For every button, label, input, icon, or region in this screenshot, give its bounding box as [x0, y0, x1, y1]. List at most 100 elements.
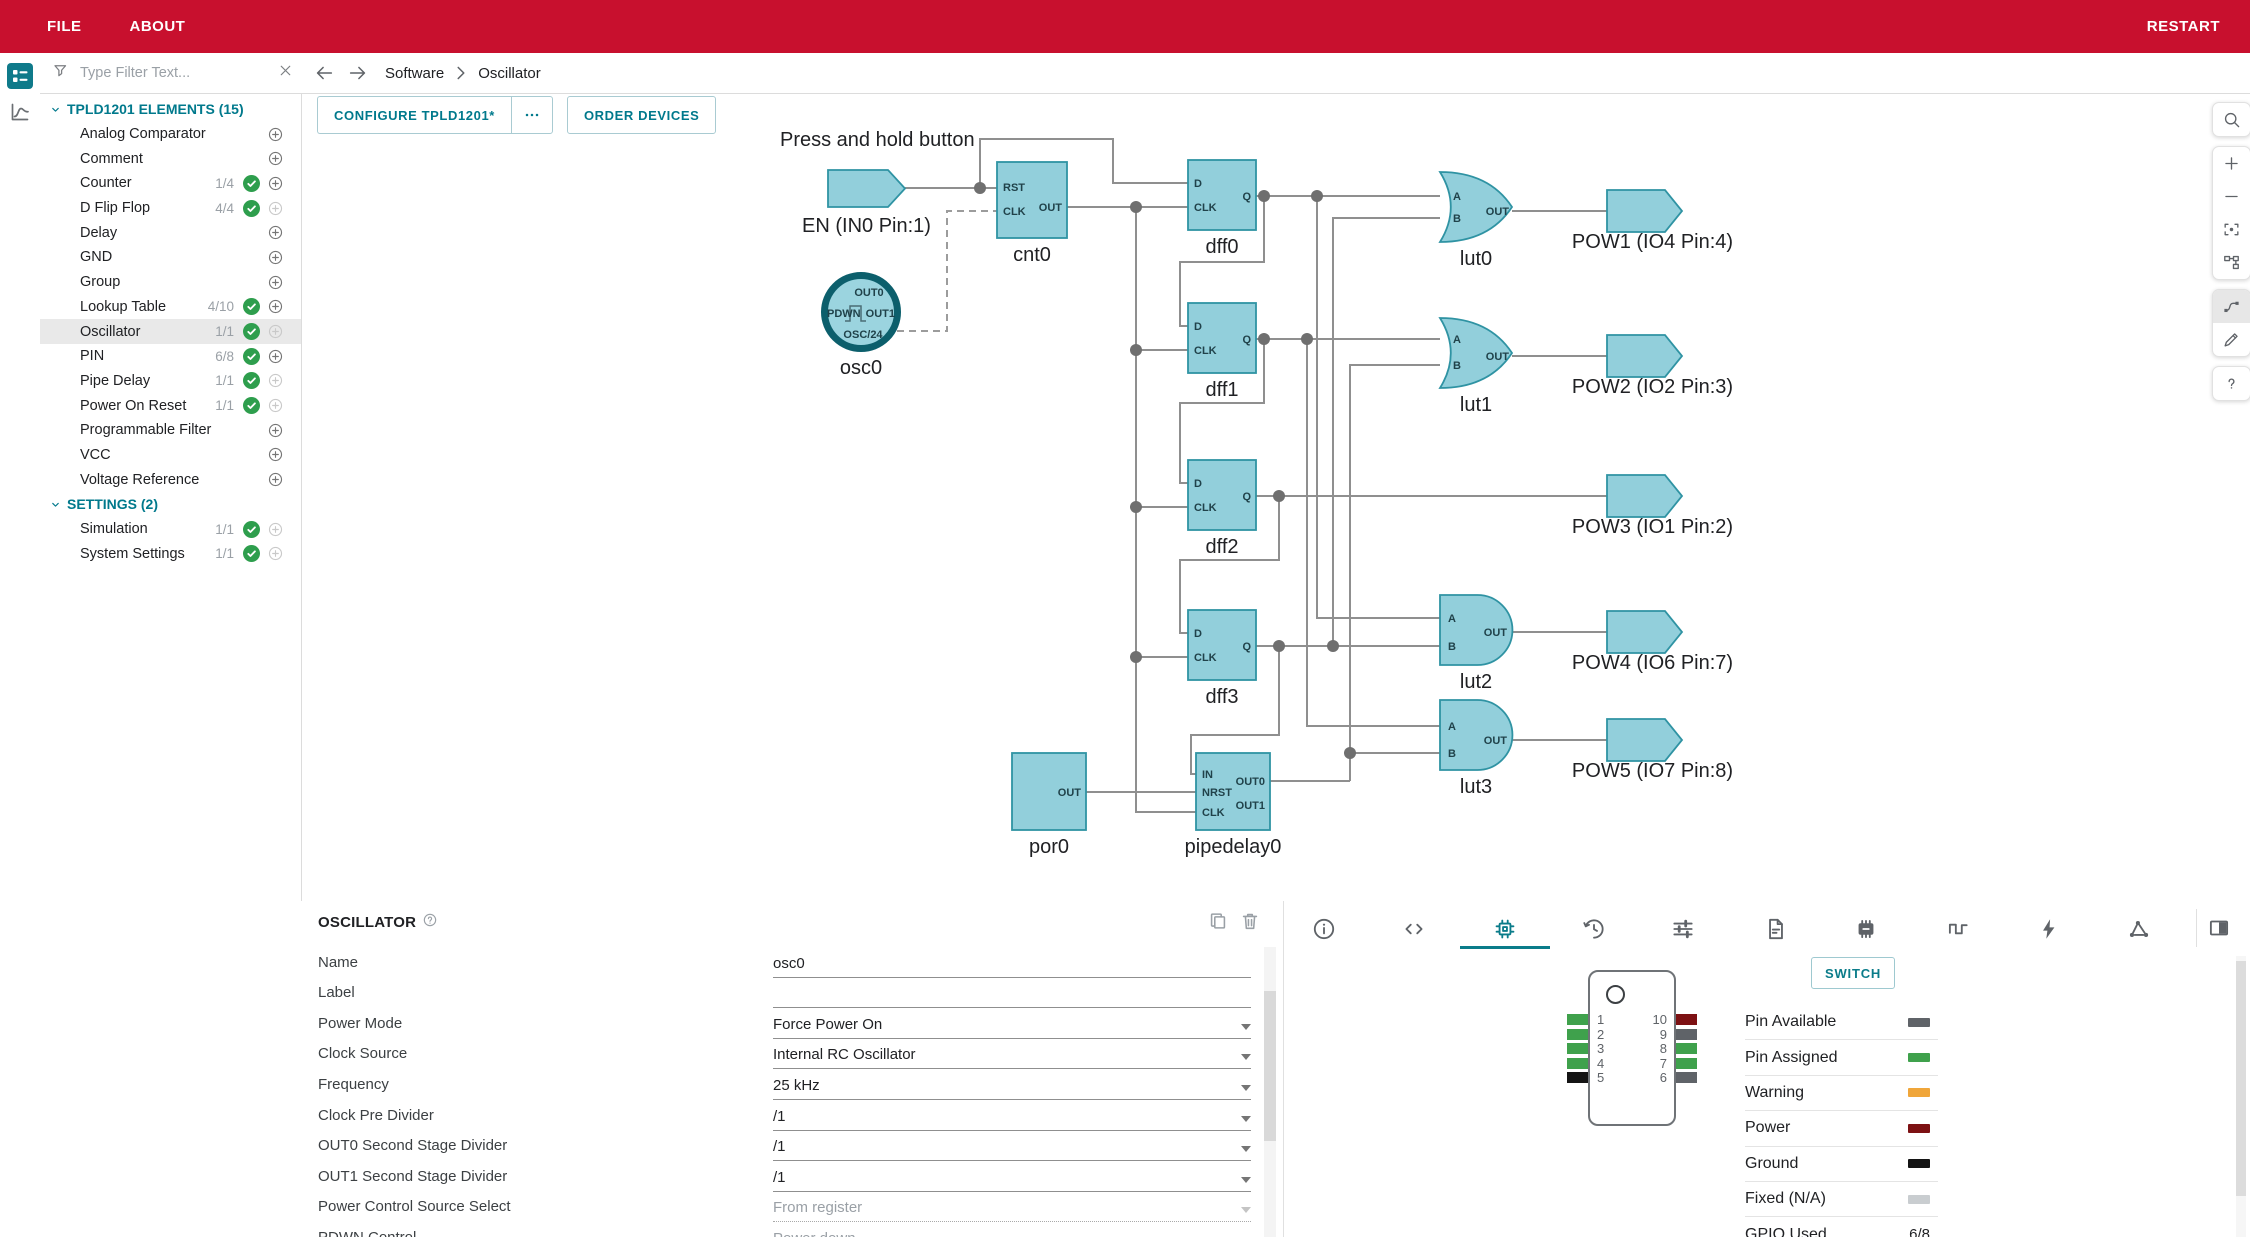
add-element-icon[interactable]: [267, 422, 284, 439]
field-select-power-mode[interactable]: Force Power On: [773, 1012, 1251, 1039]
scrollbar[interactable]: [2236, 956, 2246, 1237]
question-circle-icon[interactable]: [422, 912, 438, 932]
add-element-icon[interactable]: [267, 348, 284, 365]
add-element-icon[interactable]: [267, 298, 284, 315]
field-select-frequency[interactable]: 25 kHz: [773, 1073, 1251, 1100]
tab-bolt[interactable]: [2029, 909, 2069, 949]
add-element-icon[interactable]: [267, 175, 284, 192]
sidebar-item-delay[interactable]: Delay: [40, 220, 301, 245]
block-cnt0[interactable]: RST CLK OUT cnt0: [996, 161, 1068, 266]
back-arrow-icon[interactable]: [313, 62, 335, 84]
add-element-icon[interactable]: [267, 150, 284, 167]
tab-history[interactable]: [1574, 909, 1614, 949]
field-select-power-control-source-select[interactable]: From register: [773, 1195, 1251, 1223]
elements-palette-icon[interactable]: [7, 63, 33, 89]
sidebar-item-comment[interactable]: Comment: [40, 146, 301, 171]
tree-section-tpld1201-elements-15-[interactable]: TPLD1201 ELEMENTS (15): [40, 97, 301, 122]
sidebar-item-pipe-delay[interactable]: Pipe Delay 1/1: [40, 369, 301, 394]
add-element-icon: [267, 521, 284, 538]
field-select-out0-second-stage-divider[interactable]: /1: [773, 1134, 1251, 1162]
tab-memory[interactable]: [1846, 909, 1886, 949]
sidebar-item-simulation[interactable]: Simulation 1/1: [40, 517, 301, 542]
sidebar-item-lookup-table[interactable]: Lookup Table 4/10: [40, 295, 301, 320]
tree-section-settings-2-[interactable]: SETTINGS (2): [40, 492, 301, 517]
sidebar-item-counter[interactable]: Counter 1/4: [40, 171, 301, 196]
search-button[interactable]: [2213, 103, 2250, 136]
sidebar-item-power-on-reset[interactable]: Power On Reset 1/1: [40, 393, 301, 418]
sidebar-item-group[interactable]: Group: [40, 270, 301, 295]
block-pow2[interactable]: POW2 (IO2 Pin:3): [1572, 334, 1733, 398]
panel-toggle-icon[interactable]: [2206, 915, 2234, 943]
tab-tune[interactable]: [1663, 909, 1703, 949]
sidebar-item-pin[interactable]: PIN 6/8: [40, 344, 301, 369]
block-lut1[interactable]: A B OUT lut1: [1438, 317, 1514, 416]
tab-topology[interactable]: [2119, 909, 2159, 949]
block-pow4[interactable]: POW4 (IO6 Pin:7): [1572, 610, 1733, 674]
block-lut0[interactable]: AB OUT lut0: [1438, 171, 1514, 270]
breadcrumb-item-oscillator[interactable]: Oscillator: [478, 64, 541, 82]
zoom-out-button[interactable]: [2213, 180, 2250, 213]
waveform-chart-icon[interactable]: [7, 99, 33, 125]
tab-chip[interactable]: [1485, 909, 1525, 949]
add-element-icon[interactable]: [267, 471, 284, 488]
block-en[interactable]: EN (IN0 Pin:1): [802, 169, 931, 237]
order-devices-button[interactable]: ORDER DEVICES: [566, 96, 717, 134]
auto-layout-button[interactable]: [2213, 246, 2250, 279]
block-lut3[interactable]: A B OUT lut3: [1439, 699, 1514, 798]
block-osc0[interactable]: OUT0 PDWN OUT1 OSC/24 osc0: [821, 272, 901, 380]
block-label: dff1: [1206, 379, 1239, 401]
sidebar-item-analog-comparator[interactable]: Analog Comparator: [40, 122, 301, 147]
sidebar-item-system-settings[interactable]: System Settings 1/1: [40, 541, 301, 566]
sidebar-item-voltage-reference[interactable]: Voltage Reference: [40, 467, 301, 492]
probe-button[interactable]: [2213, 323, 2250, 356]
menu-item-file[interactable]: FILE: [47, 18, 82, 35]
menu-item-about[interactable]: ABOUT: [129, 18, 186, 35]
sidebar-item-vcc[interactable]: VCC: [40, 443, 301, 468]
tab-info[interactable]: [1304, 909, 1344, 949]
add-element-icon[interactable]: [267, 224, 284, 241]
restart-button[interactable]: RESTART: [2146, 18, 2220, 35]
field-input-label[interactable]: [773, 981, 1251, 1009]
tab-document[interactable]: [1756, 909, 1796, 949]
forward-arrow-icon[interactable]: [347, 62, 369, 84]
close-icon[interactable]: [277, 62, 294, 84]
block-pow1[interactable]: POW1 (IO4 Pin:4): [1572, 189, 1733, 253]
field-select-clock-pre-divider[interactable]: /1: [773, 1104, 1251, 1131]
tab-code[interactable]: [1394, 909, 1434, 949]
sidebar-item-d-flip-flop[interactable]: D Flip Flop 4/4: [40, 196, 301, 221]
block-pow3[interactable]: POW3 (IO1 Pin:2): [1572, 474, 1733, 538]
tab-signal[interactable]: [1938, 909, 1978, 949]
field-input-name[interactable]: osc0: [773, 951, 1251, 978]
zoom-in-button[interactable]: [2213, 147, 2250, 180]
route-wire-button[interactable]: [2213, 290, 2250, 323]
sidebar-item-programmable-filter[interactable]: Programmable Filter: [40, 418, 301, 443]
add-element-icon[interactable]: [267, 126, 284, 143]
switch-button[interactable]: SWITCH: [1811, 957, 1896, 989]
trash-icon[interactable]: [1239, 910, 1261, 932]
copy-icon[interactable]: [1207, 910, 1229, 932]
block-lut2[interactable]: A B OUT lut2: [1439, 594, 1514, 693]
block-pipedelay0[interactable]: IN NRST CLK OUT0 OUT1 pipedelay0: [1185, 752, 1282, 858]
field-select-out1-second-stage-divider[interactable]: /1: [773, 1165, 1251, 1192]
configure-button[interactable]: CONFIGURE TPLD1201*: [317, 96, 511, 134]
block-pow5[interactable]: POW5 (IO7 Pin:8): [1572, 718, 1733, 782]
field-select-clock-source[interactable]: Internal RC Oscillator: [773, 1042, 1251, 1070]
sidebar-item-oscillator[interactable]: Oscillator 1/1: [40, 319, 301, 344]
field-select-pdwn-control[interactable]: Power down: [773, 1226, 1251, 1237]
fit-view-button[interactable]: [2213, 213, 2250, 246]
block-por0[interactable]: OUT por0: [1011, 752, 1087, 858]
add-element-icon[interactable]: [267, 274, 284, 291]
pin-number: 10: [1652, 1012, 1667, 1027]
help-button[interactable]: [2213, 367, 2250, 400]
add-element-icon[interactable]: [267, 446, 284, 463]
sidebar-item-gnd[interactable]: GND: [40, 245, 301, 270]
more-options-button[interactable]: [510, 96, 553, 134]
add-element-icon[interactable]: [267, 249, 284, 266]
filter-input[interactable]: [78, 64, 269, 82]
breadcrumb-item-software[interactable]: Software: [385, 64, 445, 82]
scrollbar[interactable]: [1264, 947, 1276, 1237]
